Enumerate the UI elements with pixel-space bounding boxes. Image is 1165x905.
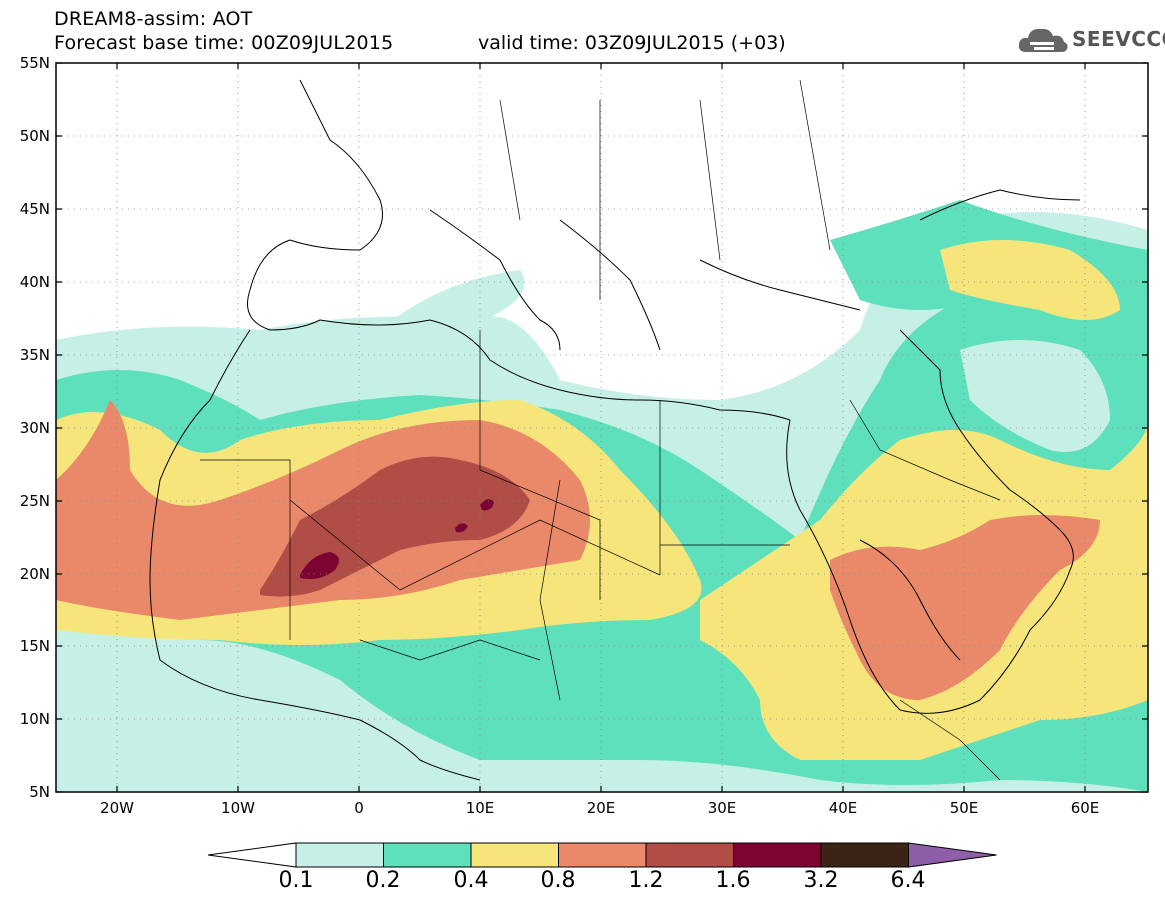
- seevccc-logo: SEEVCCC: [1016, 20, 1165, 60]
- colorbar-box: [383, 842, 472, 868]
- valid-time: valid time: 03Z09JUL2015 (+03): [478, 32, 786, 54]
- lon-label: 40E: [829, 799, 858, 817]
- country-borders: [200, 79, 1001, 781]
- coastlines: [149, 79, 1081, 781]
- lat-label: 45N: [20, 200, 50, 218]
- colorbar-label: 3.2: [803, 868, 839, 893]
- colorbar-label: 0.2: [365, 868, 401, 893]
- lat-label: 5N: [29, 783, 50, 801]
- lon-label: 50E: [950, 799, 979, 817]
- colorbar-box: [295, 842, 384, 868]
- colorbar-arrow-low: [207, 842, 297, 868]
- lon-labels: 20W 10W 0 10E 20E 30E 40E 50E 60E: [100, 799, 1099, 817]
- lon-label: 10W: [221, 799, 255, 817]
- colorbar-label: 1.6: [715, 868, 751, 893]
- lat-label: 50N: [20, 127, 50, 145]
- lon-label: 30E: [708, 799, 737, 817]
- lat-label: 10N: [20, 710, 50, 728]
- lat-label: 30N: [20, 419, 50, 437]
- colorbar: [207, 842, 997, 868]
- aot-contour-1.6: [300, 499, 494, 579]
- aot-field: [56, 63, 1148, 792]
- lon-label: 20E: [587, 799, 616, 817]
- colorbar-box: [645, 842, 734, 868]
- colorbar-arrow-high: [908, 842, 997, 868]
- aot-contour-iran: [960, 340, 1110, 452]
- lat-label: 40N: [20, 273, 50, 291]
- lon-label: 20W: [100, 799, 134, 817]
- lat-label: 35N: [20, 346, 50, 364]
- graticule: [56, 63, 1148, 792]
- lat-label: 20N: [20, 565, 50, 583]
- axis-ticks: [56, 62, 1148, 793]
- colorbar-box: [820, 842, 909, 868]
- lat-label: 15N: [20, 637, 50, 655]
- lat-labels: 5N 10N 15N 20N 25N 30N 35N 40N 45N 50N 5…: [20, 54, 50, 801]
- colorbar-label: 1.2: [628, 868, 664, 893]
- cloud-icon: [1018, 28, 1068, 52]
- title-line-1: DREAM8-assim: AOT: [54, 8, 253, 30]
- lat-label: 55N: [20, 54, 50, 72]
- lon-label: 10E: [466, 799, 495, 817]
- colorbar-label: 6.4: [890, 868, 926, 893]
- colorbar-label: 0.4: [453, 868, 489, 893]
- colorbar-box: [733, 842, 822, 868]
- lon-label: 0: [354, 799, 364, 817]
- lon-label: 60E: [1071, 799, 1100, 817]
- colorbar-label: 0.1: [278, 868, 314, 893]
- colorbar-box: [470, 842, 559, 868]
- colorbar-box: [558, 842, 647, 868]
- colorbar-label: 0.8: [540, 868, 576, 893]
- logo-text: SEEVCCC: [1072, 27, 1165, 51]
- lat-label: 25N: [20, 492, 50, 510]
- title-line-2: Forecast base time: 00Z09JUL2015: [54, 32, 394, 54]
